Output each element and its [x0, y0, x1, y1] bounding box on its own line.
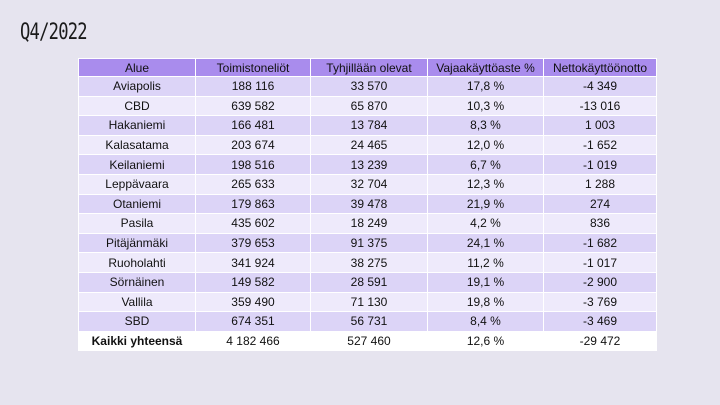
table-cell: 24 465: [310, 134, 428, 156]
table-cell: 149 582: [195, 271, 311, 293]
table-row: SBD 674 351 56 731 8,4 % -3 469: [78, 311, 657, 332]
row-label-cell: Vallila: [78, 291, 196, 313]
total-label: Kaikki yhteensä: [78, 330, 196, 352]
table-row: Keilaniemi 198 516 13 239 6,7 % -1 019: [78, 154, 657, 175]
page-title: Q4/2022: [20, 20, 88, 45]
table-cell: 8,4 %: [427, 311, 544, 332]
column-header-vajaakayttoaste: Vajaakäyttöaste %: [427, 58, 544, 77]
row-label-cell: SBD: [78, 311, 196, 332]
table-cell: 435 602: [195, 213, 311, 234]
table-cell: -1 652: [543, 134, 657, 156]
table-cell: 12,0 %: [427, 134, 544, 156]
total-row: Kaikki yhteensä 4 182 466 527 460 12,6 %…: [78, 330, 657, 352]
table-cell: -13 016: [543, 95, 657, 117]
table-cell: 4,2 %: [427, 213, 544, 234]
column-header-tyhjillaan-olevat: Tyhjillään olevat: [310, 58, 428, 77]
table-row: Leppävaara 265 633 32 704 12,3 % 1 288: [78, 173, 657, 195]
table-cell: 166 481: [195, 115, 311, 136]
table-cell: 13 784: [310, 115, 428, 136]
table-cell: -1 019: [543, 154, 657, 175]
row-label-cell: Sörnäinen: [78, 271, 196, 293]
table-cell: 379 653: [195, 232, 311, 254]
table-cell: 203 674: [195, 134, 311, 156]
total-cell: 4 182 466: [195, 330, 311, 352]
table-cell: 1 003: [543, 115, 657, 136]
table-cell: 341 924: [195, 252, 311, 273]
row-label-cell: Pasila: [78, 213, 196, 234]
table-cell: 12,3 %: [427, 173, 544, 195]
table-cell: 71 130: [310, 291, 428, 313]
table-cell: 198 516: [195, 154, 311, 175]
row-label-cell: Hakaniemi: [78, 115, 196, 136]
table-cell: 65 870: [310, 95, 428, 117]
row-label-cell: Otaniemi: [78, 193, 196, 215]
column-header-alue: Alue: [78, 58, 196, 77]
table-cell: 13 239: [310, 154, 428, 175]
table-cell: 10,3 %: [427, 95, 544, 117]
table-cell: 17,8 %: [427, 76, 544, 97]
table-cell: 836: [543, 213, 657, 234]
table-row: Aviapolis 188 116 33 570 17,8 % -4 349: [78, 76, 657, 97]
table-cell: 33 570: [310, 76, 428, 97]
total-cell: 12,6 %: [427, 330, 544, 352]
row-label-cell: CBD: [78, 95, 196, 117]
table-row: Pasila 435 602 18 249 4,2 % 836: [78, 213, 657, 234]
table-cell: -1 017: [543, 252, 657, 273]
total-cell: -29 472: [543, 330, 657, 352]
table-row: Otaniemi 179 863 39 478 21,9 % 274: [78, 193, 657, 215]
table-cell: 11,2 %: [427, 252, 544, 273]
table-cell: 674 351: [195, 311, 311, 332]
table-cell: 24,1 %: [427, 232, 544, 254]
table-cell: 21,9 %: [427, 193, 544, 215]
table-cell: 28 591: [310, 271, 428, 293]
table-row: Pitäjänmäki 379 653 91 375 24,1 % -1 682: [78, 232, 657, 254]
table-row: Sörnäinen 149 582 28 591 19,1 % -2 900: [78, 271, 657, 293]
table-cell: 179 863: [195, 193, 311, 215]
column-header-nettokayttoonotto: Nettokäyttöönotto: [543, 58, 657, 77]
table-row: Vallila 359 490 71 130 19,8 % -3 769: [78, 291, 657, 313]
table-cell: 19,1 %: [427, 271, 544, 293]
table-cell: 359 490: [195, 291, 311, 313]
table-cell: 1 288: [543, 173, 657, 195]
table-cell: 56 731: [310, 311, 428, 332]
row-label-cell: Aviapolis: [78, 76, 196, 97]
table-cell: 639 582: [195, 95, 311, 117]
table-cell: -3 469: [543, 311, 657, 332]
table-cell: -2 900: [543, 271, 657, 293]
row-label-cell: Leppävaara: [78, 173, 196, 195]
table-cell: 32 704: [310, 173, 428, 195]
table-cell: 274: [543, 193, 657, 215]
table-cell: 19,8 %: [427, 291, 544, 313]
table-cell: -4 349: [543, 76, 657, 97]
table-row: Hakaniemi 166 481 13 784 8,3 % 1 003: [78, 115, 657, 136]
table-cell: 265 633: [195, 173, 311, 195]
table-cell: 6,7 %: [427, 154, 544, 175]
table-row: Ruoholahti 341 924 38 275 11,2 % -1 017: [78, 252, 657, 273]
table-row: Kalasatama 203 674 24 465 12,0 % -1 652: [78, 134, 657, 156]
table-cell: 8,3 %: [427, 115, 544, 136]
row-label-cell: Kalasatama: [78, 134, 196, 156]
column-header-toimistoneliot: Toimistoneliöt: [195, 58, 311, 77]
table-cell: -3 769: [543, 291, 657, 313]
row-label-cell: Ruoholahti: [78, 252, 196, 273]
table-cell: 39 478: [310, 193, 428, 215]
office-space-table: Alue Toimistoneliöt Tyhjillään olevat Va…: [78, 58, 657, 352]
table-header-row: Alue Toimistoneliöt Tyhjillään olevat Va…: [78, 58, 657, 77]
total-cell: 527 460: [310, 330, 428, 352]
table-cell: 38 275: [310, 252, 428, 273]
table-cell: 18 249: [310, 213, 428, 234]
table-cell: 91 375: [310, 232, 428, 254]
table-cell: -1 682: [543, 232, 657, 254]
table-row: CBD 639 582 65 870 10,3 % -13 016: [78, 95, 657, 117]
row-label-cell: Keilaniemi: [78, 154, 196, 175]
table-cell: 188 116: [195, 76, 311, 97]
row-label-cell: Pitäjänmäki: [78, 232, 196, 254]
